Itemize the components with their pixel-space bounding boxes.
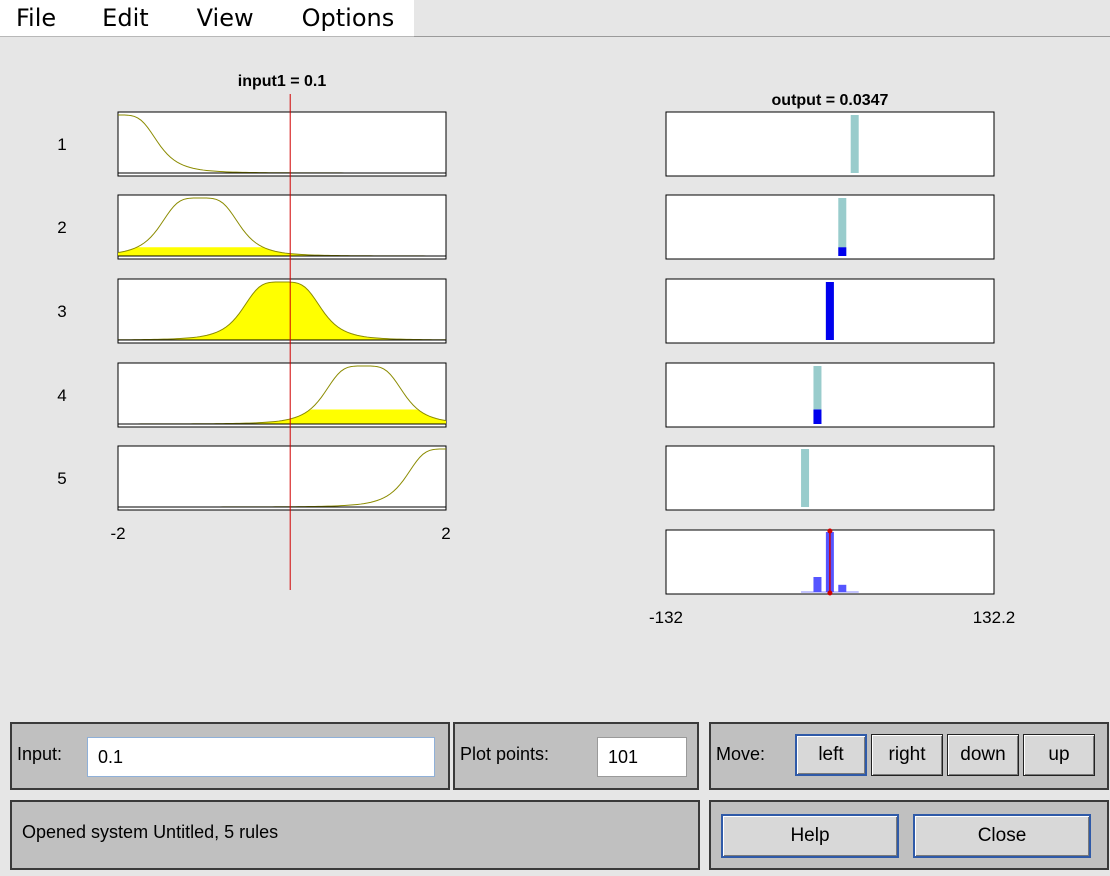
- aggregate-bar: [838, 584, 847, 592]
- input-mf-fill: [118, 247, 446, 256]
- menu-options[interactable]: Options: [301, 4, 395, 32]
- move-left-button[interactable]: left: [795, 734, 867, 776]
- move-right-button[interactable]: right: [871, 734, 943, 776]
- input-mf-box[interactable]: [117, 445, 447, 511]
- output-plot-title: output = 0.0347: [772, 92, 889, 109]
- input-plot-title: input1 = 0.1: [238, 73, 327, 90]
- output-marker-dot-top: [827, 528, 833, 534]
- output-fired-bar: [838, 247, 847, 256]
- output-fired-bar: [813, 409, 822, 424]
- input-mf-curve: [117, 281, 447, 341]
- aggregate-bar: [813, 577, 822, 592]
- input-mf-box[interactable]: [117, 194, 447, 260]
- output-consequent-bar: [801, 449, 810, 507]
- plot-points-label: Plot points:: [460, 744, 550, 764]
- menu-file[interactable]: File: [16, 4, 57, 32]
- output-fired-bar: [825, 282, 834, 340]
- help-close-panel: Help Close: [709, 800, 1109, 870]
- plot-points-panel: Plot points:: [453, 722, 699, 790]
- menu-edit[interactable]: Edit: [102, 4, 149, 32]
- rule-number-label: 1: [57, 135, 66, 154]
- input-mf-fill: [118, 282, 446, 340]
- output-rule-box[interactable]: [665, 445, 995, 511]
- rule-number-label: 3: [57, 302, 66, 321]
- rule-number-label: 4: [57, 386, 66, 405]
- rule-number-label: 5: [57, 469, 66, 488]
- output-rule-box[interactable]: [665, 111, 995, 177]
- input-mf-box[interactable]: [117, 111, 447, 177]
- input-panel: Input:: [10, 722, 450, 790]
- move-down-button[interactable]: down: [947, 734, 1019, 776]
- move-up-button[interactable]: up: [1023, 734, 1095, 776]
- help-button[interactable]: Help: [721, 814, 899, 858]
- input-mf-fill: [118, 409, 446, 424]
- input-xtick-max: 2: [441, 524, 450, 543]
- output-consequent-bar: [838, 198, 847, 256]
- close-button[interactable]: Close: [913, 814, 1091, 858]
- status-message: Opened system Untitled, 5 rules: [22, 822, 279, 842]
- output-rule-box[interactable]: [665, 194, 995, 260]
- move-panel: Move: left right down up: [709, 722, 1109, 790]
- menu-bar: File Edit View Options: [0, 0, 414, 37]
- output-xtick-max: 132.2: [973, 608, 1016, 627]
- plot-points-field[interactable]: [597, 737, 687, 777]
- output-xtick-min: -132: [649, 608, 683, 627]
- output-rule-box[interactable]: [665, 362, 995, 428]
- menu-bar-spacer: [414, 0, 1110, 37]
- input-xtick-min: -2: [110, 524, 125, 543]
- output-consequent-bar: [850, 115, 859, 173]
- output-consequent-bar: [813, 366, 822, 424]
- input-label: Input:: [17, 744, 63, 764]
- input-field[interactable]: [87, 737, 435, 777]
- output-marker-dot-bottom: [827, 590, 833, 596]
- move-label: Move:: [716, 744, 766, 764]
- rule-number-label: 2: [57, 218, 66, 237]
- input-plots: 1 2 3 4 5: [57, 111, 447, 511]
- menu-view[interactable]: View: [196, 4, 254, 32]
- status-panel: Opened system Untitled, 5 rules: [10, 800, 700, 870]
- output-plots: [665, 111, 995, 596]
